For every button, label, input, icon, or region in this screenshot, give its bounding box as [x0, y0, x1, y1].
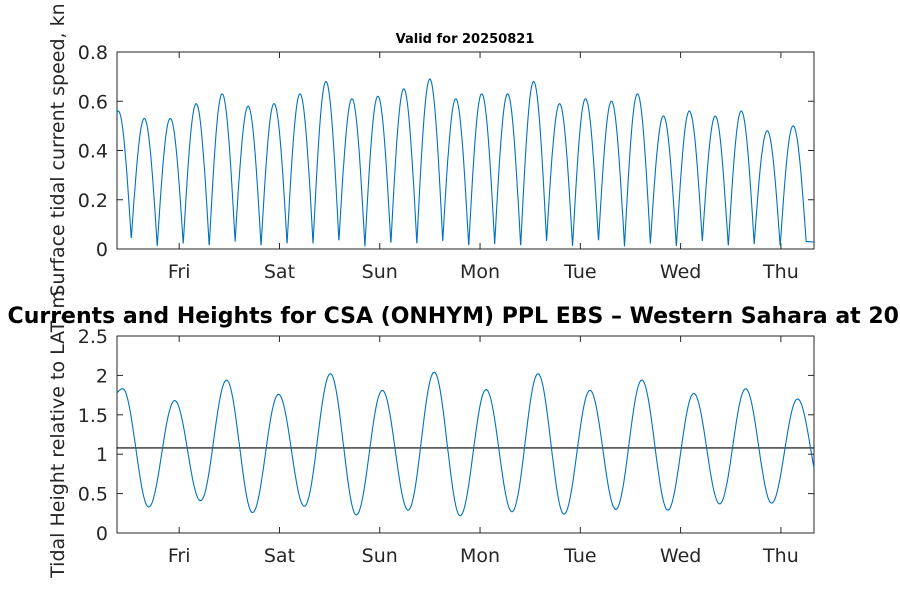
tidal-height-axes: 0 0.5 1 1.5 2 2.5 Fri Sat Sun Mon Tue Wed Thu: [78, 326, 814, 567]
x-tick-label: Sun: [362, 545, 398, 567]
current-speed-axes: 0 0.2 0.4 0.6 0.8 Fri Sat Sun Mon Tue Wed Thu: [78, 42, 814, 283]
y-tick-label: 0.8: [78, 42, 108, 64]
main-title: Tidal Currents and Heights for CSA (ONHY…: [0, 304, 900, 329]
y-tick-label: 0.4: [78, 141, 108, 163]
current-speed-y-label: Surface tidal current speed, kn: [47, 3, 69, 296]
tidal-height-chart: 0 0.5 1 1.5 2 2.5 Fri Sat Sun Mon Tue Wed Thu Tidal …: [47, 290, 815, 579]
x-tick-label: Thu: [762, 261, 799, 283]
x-tick-label: Tue: [563, 545, 596, 567]
tidal-height-y-label: Tidal Height relative to LAT, m: [47, 290, 69, 579]
y-tick-label: 0.2: [78, 190, 108, 212]
current-speed-title: Valid for 20250821: [396, 32, 535, 47]
current-speed-chart: 0 0.2 0.4 0.6 0.8 Fri Sat Sun Mon Tue Wed Thu Valid…: [47, 3, 815, 297]
y-tick-label: 2: [96, 365, 108, 387]
x-tick-label: Wed: [660, 545, 701, 567]
x-tick-label: Fri: [168, 545, 191, 567]
y-tick-label: 0: [96, 523, 108, 545]
x-tick-label: Mon: [460, 545, 500, 567]
x-tick-label: Sun: [362, 261, 398, 283]
y-tick-label: 2.5: [78, 326, 108, 348]
y-tick-label: 1: [96, 444, 108, 466]
y-tick-label: 0.6: [78, 91, 108, 113]
x-tick-label: Wed: [660, 261, 701, 283]
x-tick-label: Sat: [264, 545, 295, 567]
x-tick-label: Thu: [762, 545, 799, 567]
y-tick-label: 1.5: [78, 405, 108, 427]
x-tick-label: Tue: [563, 261, 596, 283]
tidal-height-series: [116, 371, 815, 517]
x-tick-label: Fri: [168, 261, 191, 283]
y-tick-label: 0.5: [78, 484, 108, 506]
current-speed-series: [116, 78, 815, 247]
x-tick-label: Sat: [264, 261, 295, 283]
y-tick-label: 0: [96, 239, 108, 261]
x-tick-label: Mon: [460, 261, 500, 283]
tidal-height-plot-area: [116, 335, 815, 534]
